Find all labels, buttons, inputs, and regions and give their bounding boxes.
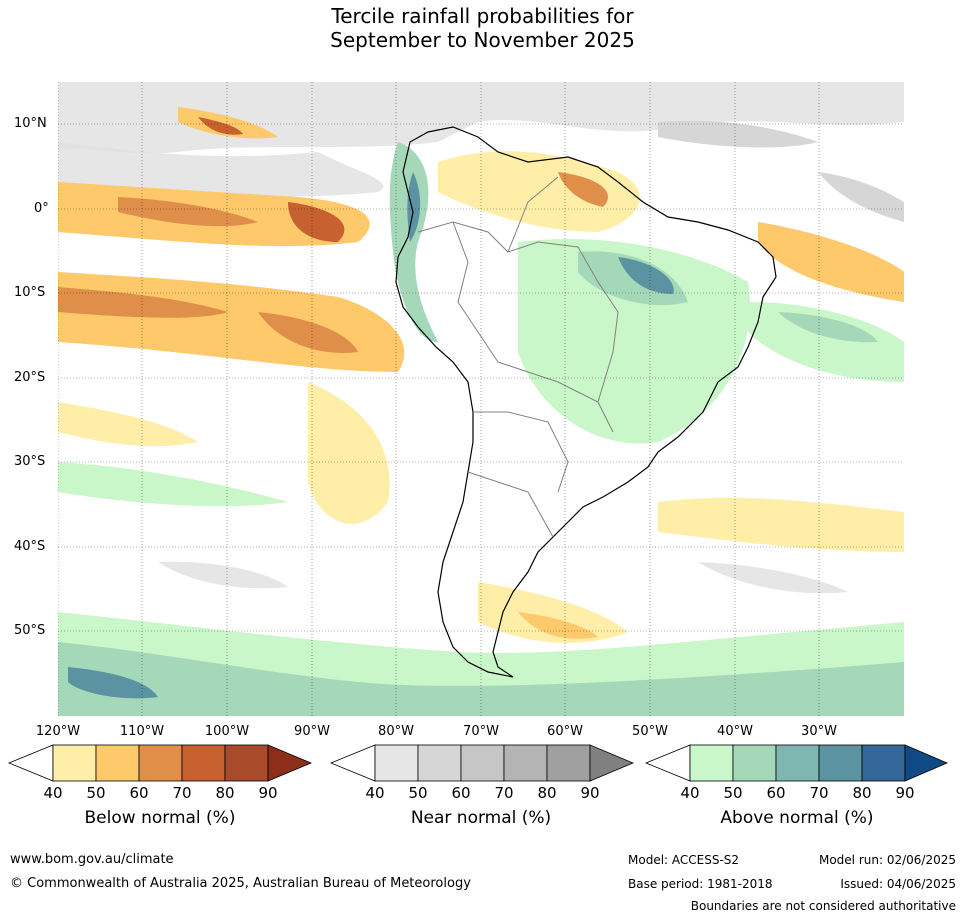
lat-label-30s: 30°S [14,454,46,469]
colorbar-swatch [589,744,634,782]
tick-label: 50 [723,784,743,802]
tick-label: 70 [809,784,829,802]
title-line-2: September to November 2025 [330,28,635,52]
tick-label: 60 [451,784,471,802]
tick-label: 90 [580,784,600,802]
lon-label-30w: 30°W [801,724,837,739]
gridlines [58,82,904,716]
lon-label-100w: 100°W [204,724,250,739]
tick-label: 70 [494,784,514,802]
tick-label: 50 [86,784,106,802]
tick-label: 40 [365,784,385,802]
lon-label-90w: 90°W [294,724,330,739]
colorbar-swatch [546,744,591,782]
colorbar-swatch [138,744,183,782]
colorbar-above-normal [645,744,949,782]
colorbar-swatch [417,744,462,782]
lon-label-120w: 120°W [35,724,81,739]
lon-label-50w: 50°W [632,724,668,739]
colorbar-swatch [374,744,419,782]
colorbar-near-label: Near normal (%) [410,808,552,828]
tick-label: 80 [852,784,872,802]
issued-text: Issued: 04/06/2025 [840,877,956,891]
tick-label: 60 [129,784,149,802]
lat-label-20s: 20°S [14,370,46,385]
disclaimer-text: Boundaries are not considered authoritat… [690,899,956,913]
south-america-coastline [395,126,777,678]
colorbar-swatch [181,744,226,782]
lon-label-60w: 60°W [547,724,583,739]
base-period-text: Base period: 1981-2018 [628,877,773,891]
colorbar-swatch [95,744,140,782]
colorbar-swatch [775,744,820,782]
tick-label: 80 [537,784,557,802]
colorbar-swatch [267,744,312,782]
title-line-1: Tercile rainfall probabilities for [331,4,634,28]
lat-label-40s: 40°S [14,539,46,554]
colorbar-swatch [52,744,97,782]
probability-field [58,82,904,716]
colorbar-near-normal [330,744,634,782]
tick-label: 90 [895,784,915,802]
lon-label-110w: 110°W [119,724,165,739]
tick-label: 90 [258,784,278,802]
map-canvas [58,82,904,716]
rainfall-probability-map [58,82,904,716]
tick-label: 50 [408,784,428,802]
tick-label: 80 [215,784,235,802]
tick-label: 60 [766,784,786,802]
colorbar-swatch [689,744,734,782]
copyright-text: © Commonwealth of Australia 2025, Austra… [10,876,471,891]
lat-label-0: 0° [34,201,49,216]
country-borders [417,176,619,538]
tick-label: 40 [43,784,63,802]
lon-label-80w: 80°W [378,724,414,739]
colorbar-below-normal [8,744,312,782]
colorbar-swatch [732,744,777,782]
lat-label-50s: 50°S [14,623,46,638]
tick-label: 40 [680,784,700,802]
lat-label-10s: 10°S [14,285,46,300]
lon-label-70w: 70°W [463,724,499,739]
colorbar-swatch [460,744,505,782]
lat-label-10n: 10°N [14,116,47,131]
chart-title: Tercile rainfall probabilities for Septe… [0,4,965,52]
colorbar-swatch [224,744,269,782]
colorbar-swatch [861,744,906,782]
colorbar-swatch [503,744,548,782]
lon-label-40w: 40°W [717,724,753,739]
colorbar-above-label: Above normal (%) [720,808,874,828]
website-link[interactable]: www.bom.gov.au/climate [10,852,174,867]
model-text: Model: ACCESS-S2 [628,853,740,867]
tick-label: 70 [172,784,192,802]
colorbar-swatch [818,744,863,782]
colorbar-swatch [904,744,949,782]
colorbar-below-label: Below normal (%) [84,808,236,828]
model-run-text: Model run: 02/06/2025 [818,853,956,867]
